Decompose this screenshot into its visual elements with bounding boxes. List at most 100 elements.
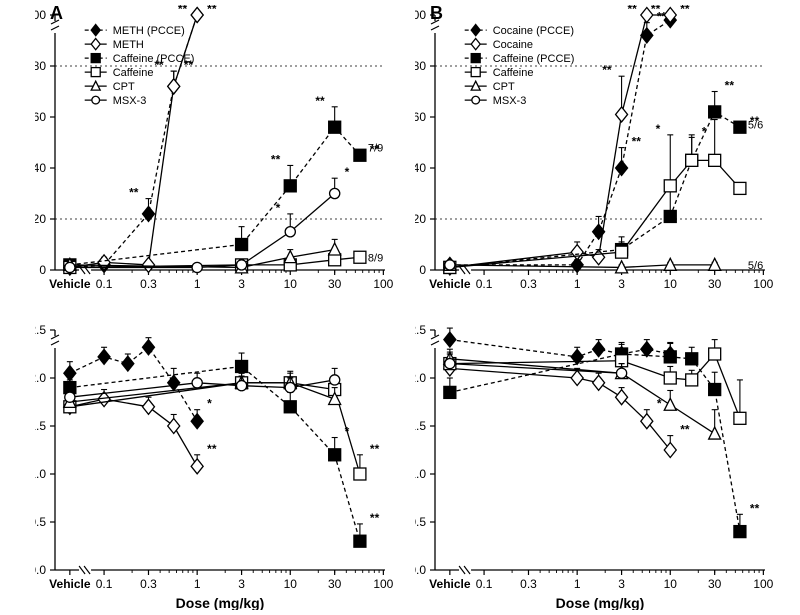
svg-text:Vehicle: Vehicle bbox=[49, 277, 91, 291]
legend-label-msx: MSX-3 bbox=[493, 95, 527, 107]
legend-label-caf: Caffeine bbox=[493, 67, 534, 79]
panel-label-A: A bbox=[50, 3, 63, 24]
series-line-caf bbox=[70, 383, 360, 474]
legend-label-cpt: CPT bbox=[493, 81, 515, 93]
svg-text:0.5: 0.5 bbox=[35, 515, 46, 529]
svg-text:10: 10 bbox=[284, 277, 298, 291]
series-line-coc bbox=[450, 368, 670, 450]
n-label: 5/6 bbox=[748, 260, 763, 272]
xlabel: Dose (mg/kg) bbox=[556, 595, 645, 610]
svg-text:Vehicle: Vehicle bbox=[429, 277, 471, 291]
svg-text:80: 80 bbox=[415, 59, 426, 73]
svg-text:10: 10 bbox=[284, 577, 298, 591]
sig-annotation: ** bbox=[370, 511, 380, 525]
svg-text:1: 1 bbox=[574, 277, 581, 291]
svg-text:100: 100 bbox=[415, 8, 426, 22]
series-line-msx bbox=[450, 364, 622, 374]
svg-text:10: 10 bbox=[664, 577, 678, 591]
svg-text:100: 100 bbox=[373, 577, 393, 591]
svg-text:0.0: 0.0 bbox=[415, 563, 426, 577]
sig-annotation: ** bbox=[129, 186, 139, 200]
xlabel: Dose (mg/kg) bbox=[176, 595, 265, 610]
sig-annotation: * bbox=[656, 122, 661, 136]
svg-text:3: 3 bbox=[618, 277, 625, 291]
panel-B_top: 020406080100% Cocaine Lever SelectionVeh… bbox=[415, 5, 785, 310]
svg-text:1.5: 1.5 bbox=[415, 419, 426, 433]
svg-text:1: 1 bbox=[574, 577, 581, 591]
svg-text:20: 20 bbox=[35, 212, 46, 226]
svg-text:0.3: 0.3 bbox=[520, 277, 537, 291]
series-line-cpt bbox=[450, 359, 715, 434]
sig-annotation: ** bbox=[627, 5, 637, 16]
legend-label-cpt: CPT bbox=[113, 81, 135, 93]
svg-text:30: 30 bbox=[328, 577, 342, 591]
svg-text:0.1: 0.1 bbox=[96, 577, 113, 591]
svg-text:40: 40 bbox=[415, 161, 426, 175]
sig-annotation: ** bbox=[315, 94, 325, 108]
svg-text:0: 0 bbox=[419, 263, 426, 277]
sig-annotation: ** bbox=[207, 5, 217, 16]
svg-text:2.0: 2.0 bbox=[35, 371, 46, 385]
svg-text:0.3: 0.3 bbox=[140, 277, 157, 291]
svg-text:60: 60 bbox=[35, 110, 46, 124]
svg-text:0.0: 0.0 bbox=[35, 563, 46, 577]
svg-text:3: 3 bbox=[618, 577, 625, 591]
series-line-meth bbox=[70, 399, 197, 466]
sig-annotation: ** bbox=[370, 442, 380, 456]
svg-text:1: 1 bbox=[194, 277, 201, 291]
svg-text:3: 3 bbox=[238, 277, 245, 291]
svg-text:0.1: 0.1 bbox=[476, 577, 493, 591]
sig-annotation: ** bbox=[651, 5, 661, 16]
series-line-cafpcce bbox=[70, 127, 360, 265]
svg-text:20: 20 bbox=[415, 212, 426, 226]
svg-text:0.3: 0.3 bbox=[520, 577, 537, 591]
svg-text:100: 100 bbox=[373, 277, 393, 291]
svg-text:30: 30 bbox=[328, 277, 342, 291]
n-label: 8/9 bbox=[368, 252, 383, 264]
legend-label-meth: METH bbox=[113, 39, 144, 51]
sig-annotation: ** bbox=[178, 5, 188, 16]
sig-annotation: ** bbox=[271, 152, 281, 166]
svg-text:100: 100 bbox=[753, 577, 773, 591]
series-line-caf bbox=[450, 160, 740, 267]
sig-annotation: * bbox=[345, 165, 350, 179]
sig-annotation: ** bbox=[602, 63, 612, 77]
sig-annotation: ** bbox=[207, 442, 217, 456]
svg-text:1.0: 1.0 bbox=[415, 467, 426, 481]
series-line-cafpcce bbox=[450, 112, 740, 268]
svg-text:80: 80 bbox=[35, 59, 46, 73]
svg-text:0.5: 0.5 bbox=[415, 515, 426, 529]
legend-label-cafpcce: Caffeine (PCCE) bbox=[113, 53, 195, 65]
svg-text:30: 30 bbox=[708, 577, 722, 591]
svg-text:40: 40 bbox=[35, 161, 46, 175]
svg-text:Vehicle: Vehicle bbox=[429, 577, 471, 591]
legend-label-cafpcce: Caffeine (PCCE) bbox=[493, 53, 575, 65]
sig-annotation: * bbox=[276, 201, 281, 215]
svg-text:Vehicle: Vehicle bbox=[49, 577, 91, 591]
panel-B_bot: 0.00.51.01.52.02.5Rate (Responses/sec)Ve… bbox=[415, 320, 785, 610]
svg-text:2.0: 2.0 bbox=[415, 371, 426, 385]
svg-text:100: 100 bbox=[753, 277, 773, 291]
panel-A_top: 020406080100% METH Lever SelectionVehicl… bbox=[35, 5, 405, 310]
svg-text:2.5: 2.5 bbox=[415, 323, 426, 337]
svg-text:3: 3 bbox=[238, 577, 245, 591]
legend-label-msx: MSX-3 bbox=[113, 95, 147, 107]
n-label: 7/9 bbox=[368, 143, 383, 155]
svg-text:2.5: 2.5 bbox=[35, 323, 46, 337]
sig-annotation: ** bbox=[632, 135, 642, 149]
svg-text:60: 60 bbox=[415, 110, 426, 124]
legend-label-cocpcce: Cocaine (PCCE) bbox=[493, 25, 574, 37]
legend-label-coc: Cocaine bbox=[493, 39, 533, 51]
panel-A_bot: 0.00.51.01.52.02.5Rate (Responses/sec)Ve… bbox=[35, 320, 405, 610]
svg-text:10: 10 bbox=[664, 277, 678, 291]
svg-text:0.1: 0.1 bbox=[476, 277, 493, 291]
svg-text:1: 1 bbox=[194, 577, 201, 591]
n-label: 5/6 bbox=[748, 120, 763, 132]
svg-text:100: 100 bbox=[35, 8, 46, 22]
sig-annotation: ** bbox=[680, 5, 690, 16]
panel-label-B: B bbox=[430, 3, 443, 24]
sig-annotation: ** bbox=[750, 501, 760, 515]
legend-label-caf: Caffeine bbox=[113, 67, 154, 79]
svg-text:0.1: 0.1 bbox=[96, 277, 113, 291]
svg-text:0.3: 0.3 bbox=[140, 577, 157, 591]
